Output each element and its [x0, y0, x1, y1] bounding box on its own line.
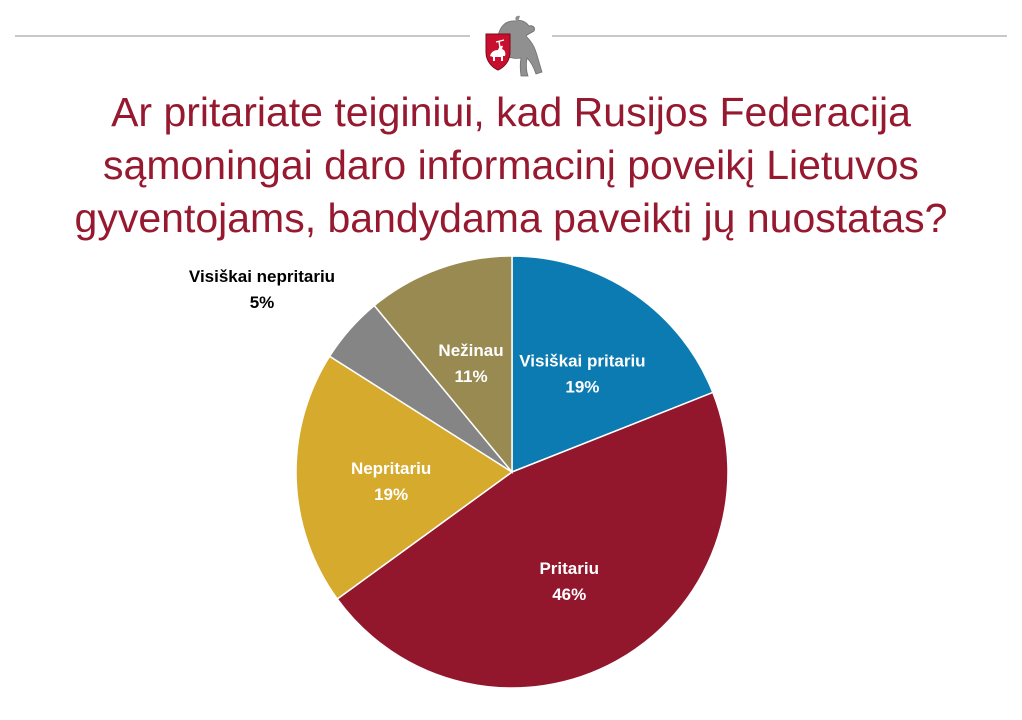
title-line-3: gyventojams, bandydama paveikti jų nuost…: [74, 195, 948, 241]
pie-slice-nepritariu: [295, 355, 514, 601]
header-rule-left: [15, 35, 470, 37]
slice-label-pritariu: Pritariu: [539, 559, 599, 578]
header-rule-right: [552, 35, 1007, 37]
slice-value-visiskai-pritariu: 19%: [565, 377, 599, 396]
slice-label-nepritariu: Nepritariu: [351, 459, 431, 478]
slice-value-visiskai-nepritariu: 5%: [250, 293, 275, 312]
slice-value-nepritariu: 19%: [374, 485, 408, 504]
slice-label-visiskai-nepritariu: Visiškai nepritariu: [189, 267, 335, 286]
pie-slice-nezinau: [373, 255, 513, 475]
title-line-1: Ar pritariate teiginiui, kad Rusijos Fed…: [111, 89, 911, 135]
slice-value-nezinau: 11%: [454, 367, 487, 386]
slice-label-nezinau: Nežinau: [438, 341, 503, 360]
vytis-coat-of-arms-icon: [485, 15, 543, 77]
title-line-2: sąmoningai daro informacinį poveikį Liet…: [103, 142, 919, 188]
page-title: Ar pritariate teiginiui, kad Rusijos Fed…: [0, 86, 1022, 245]
pie-slice-visiskai-pritariu: [511, 255, 714, 474]
slice-value-pritariu: 46%: [552, 585, 586, 604]
slice-label-visiskai-pritariu: Visiškai pritariu: [519, 351, 645, 370]
pie-slice-pritariu: [336, 391, 729, 689]
